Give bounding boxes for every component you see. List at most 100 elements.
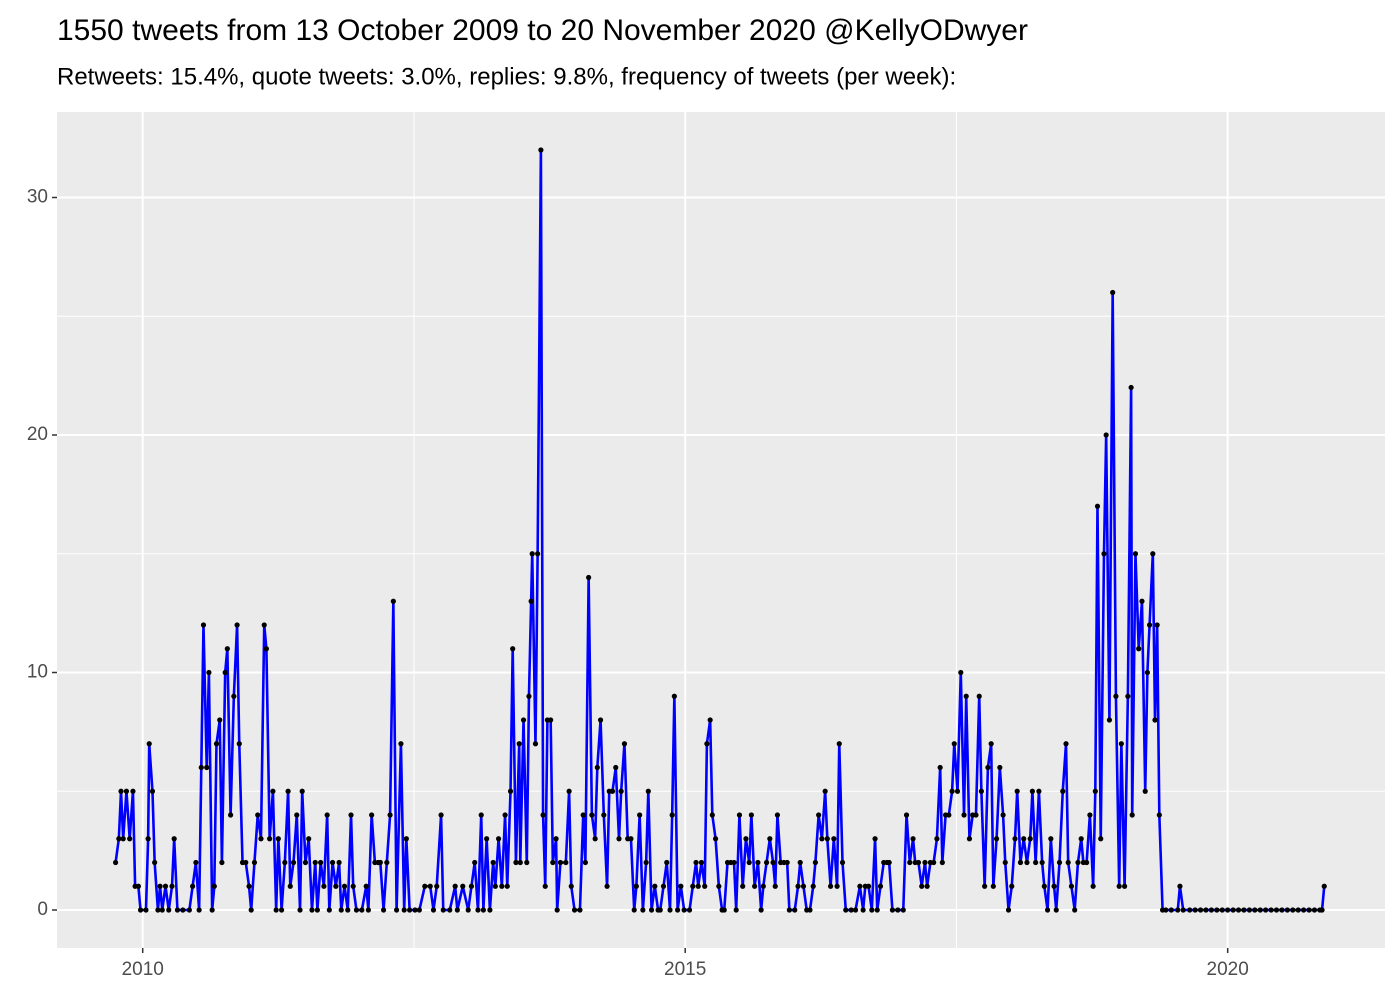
data-point (657, 907, 663, 913)
data-point (1175, 907, 1181, 913)
data-point (1075, 859, 1081, 866)
data-point (480, 907, 486, 913)
data-point (976, 693, 982, 699)
data-point (227, 812, 234, 818)
data-point (997, 764, 1003, 771)
data-point (786, 907, 792, 913)
data-point (836, 741, 842, 747)
data-point (767, 836, 773, 842)
data-point (961, 812, 967, 818)
data-point (290, 859, 297, 866)
data-point (130, 788, 136, 794)
data-point (1295, 907, 1301, 913)
data-point (1125, 693, 1131, 699)
data-point (774, 812, 781, 818)
data-point (645, 788, 651, 794)
data-point (516, 741, 522, 747)
data-point (380, 907, 387, 913)
data-point (231, 693, 237, 699)
data-point (403, 836, 409, 842)
data-point (1192, 907, 1198, 913)
data-point (542, 883, 548, 889)
data-point (263, 646, 269, 652)
data-point (285, 788, 291, 794)
data-point (535, 551, 541, 557)
data-point (246, 883, 252, 889)
data-point (931, 859, 937, 866)
data-point (478, 812, 484, 818)
data-point (452, 883, 458, 889)
data-point (770, 859, 776, 866)
data-point (807, 907, 813, 913)
data-point (686, 907, 693, 913)
data-point (951, 741, 957, 747)
data-point (1263, 907, 1269, 913)
data-point (1051, 883, 1057, 889)
y-tick-label: 10 (27, 662, 48, 683)
data-point (118, 788, 124, 794)
data-point (748, 812, 754, 818)
data-point (865, 883, 872, 889)
data-point (155, 907, 161, 913)
data-point (1002, 859, 1008, 866)
data-point (510, 646, 516, 652)
data-point (939, 859, 945, 866)
data-point (377, 859, 383, 866)
data-point (949, 788, 955, 794)
data-point (763, 859, 770, 866)
data-point (707, 717, 713, 723)
data-point (338, 907, 344, 913)
data-point (529, 551, 535, 557)
data-point (348, 812, 354, 818)
data-point (499, 883, 505, 889)
data-point (390, 598, 396, 604)
data-point (616, 836, 622, 842)
data-point (490, 859, 496, 866)
data-point (1321, 883, 1327, 889)
data-point (1087, 812, 1093, 818)
data-point (538, 147, 544, 153)
data-point (874, 907, 880, 913)
data-point (1139, 598, 1145, 604)
data-point (1009, 883, 1015, 889)
data-point (159, 907, 165, 913)
data-point (127, 836, 133, 842)
data-point (586, 574, 592, 581)
data-point (812, 859, 818, 866)
data-point (922, 859, 928, 866)
data-point (958, 669, 964, 676)
data-point (831, 836, 837, 842)
data-point (1068, 883, 1075, 889)
data-point (857, 883, 863, 889)
data-point (336, 859, 342, 866)
data-point (740, 883, 746, 889)
data-point (895, 907, 901, 913)
data-point (222, 669, 228, 676)
data-point (1301, 907, 1307, 913)
data-point (1053, 907, 1059, 913)
data-point (839, 859, 846, 866)
data-point (667, 907, 673, 913)
data-point (1208, 907, 1215, 913)
data-point (251, 859, 258, 866)
data-point (384, 859, 390, 866)
data-point (1017, 859, 1024, 866)
data-point (258, 836, 264, 842)
data-point (273, 907, 279, 913)
data-point (213, 741, 220, 747)
data-point (1150, 551, 1156, 557)
data-point (353, 907, 360, 913)
data-point (324, 812, 330, 818)
x-tick-label: 2015 (664, 959, 706, 980)
data-point (566, 788, 572, 794)
data-point (196, 907, 202, 913)
data-point (792, 907, 798, 913)
data-point (484, 836, 490, 842)
data-point (1118, 741, 1124, 747)
data-point (1113, 693, 1119, 699)
data-point (1098, 836, 1104, 842)
data-point (143, 907, 149, 913)
data-point (681, 907, 687, 913)
data-point (363, 883, 369, 889)
